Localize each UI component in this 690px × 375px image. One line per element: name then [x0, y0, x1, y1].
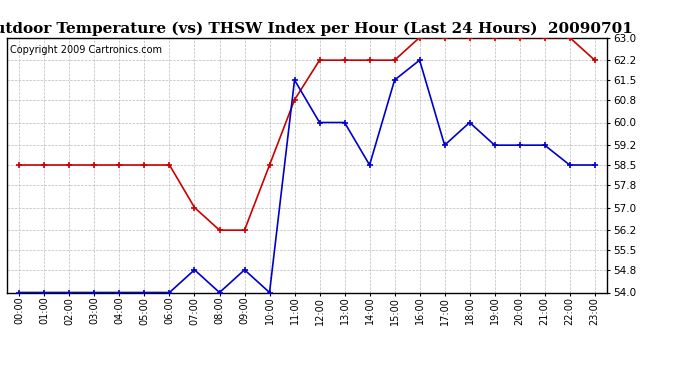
Title: Outdoor Temperature (vs) THSW Index per Hour (Last 24 Hours)  20090701: Outdoor Temperature (vs) THSW Index per …	[0, 22, 633, 36]
Text: Copyright 2009 Cartronics.com: Copyright 2009 Cartronics.com	[10, 45, 162, 55]
